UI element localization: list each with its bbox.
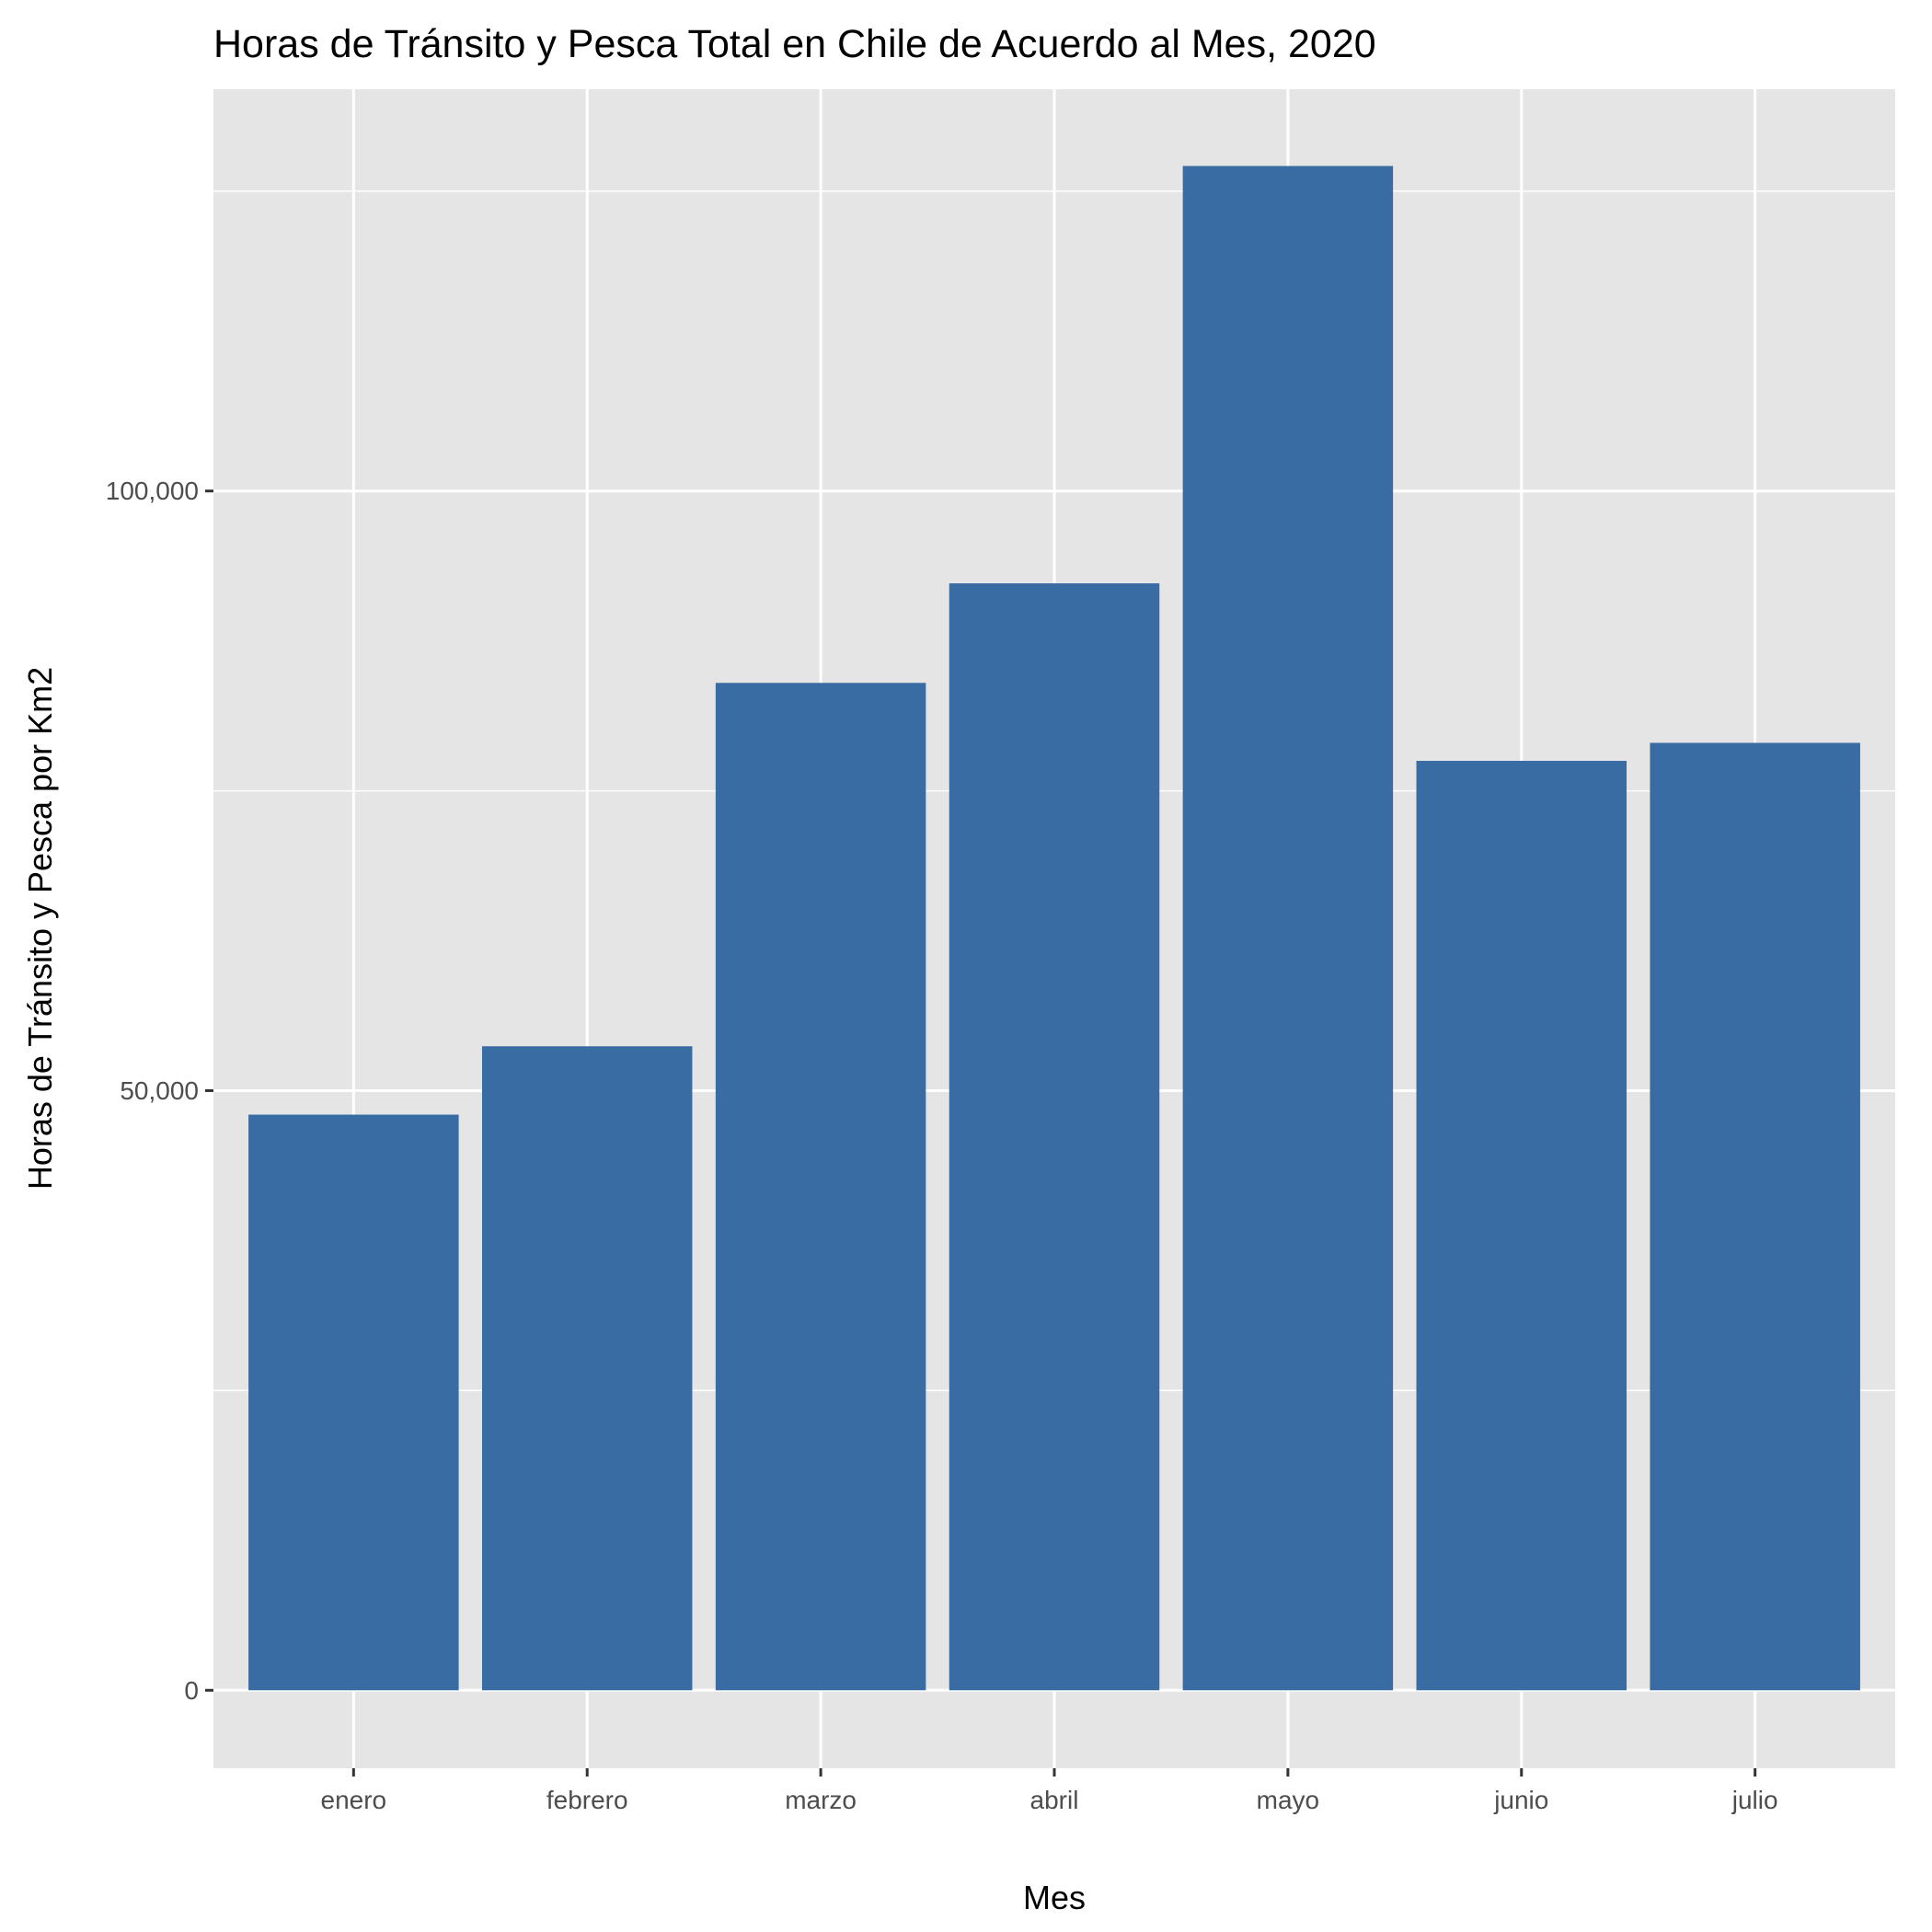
bar-febrero [481,1046,693,1691]
x-axis-title: Mes [1023,1879,1086,1916]
x-tick-label: enero [321,1786,387,1814]
bar-enero [248,1114,459,1691]
y-axis-title: Horas de Tránsito y Pesca por Km2 [21,667,59,1190]
bar-abril [949,583,1160,1691]
x-axis: enero febrero marzo abril mayo junio julio [321,1768,1778,1814]
x-tick-label: febrero [546,1786,628,1814]
y-tick-label: 0 [184,1676,199,1705]
x-tick-label: marzo [785,1786,857,1814]
x-tick-label: junio [1493,1786,1548,1814]
x-tick-label: abril [1030,1786,1079,1814]
x-tick-label: mayo [1257,1786,1319,1814]
bar-julio [1650,742,1860,1691]
y-tick-label: 100,000 [106,477,199,505]
bar-marzo [715,683,926,1691]
y-axis: 0 50,000 100,000 [106,477,213,1705]
y-tick-label: 50,000 [120,1076,199,1105]
bar-junio [1416,761,1627,1691]
x-tick-label: julio [1731,1786,1778,1814]
bar-mayo [1182,166,1394,1691]
chart-title: Horas de Tránsito y Pesca Total en Chile… [213,22,1376,66]
bars [248,166,1860,1691]
